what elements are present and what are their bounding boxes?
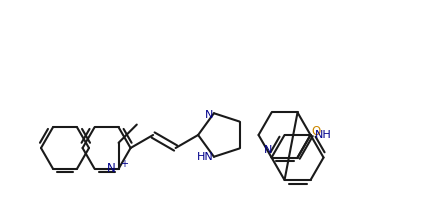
- Text: N: N: [107, 162, 116, 175]
- Text: NH: NH: [315, 130, 332, 140]
- Text: HN: HN: [197, 152, 213, 162]
- Text: +: +: [120, 159, 127, 169]
- Text: N: N: [205, 110, 213, 120]
- Text: N: N: [264, 145, 273, 155]
- Text: O: O: [311, 125, 320, 138]
